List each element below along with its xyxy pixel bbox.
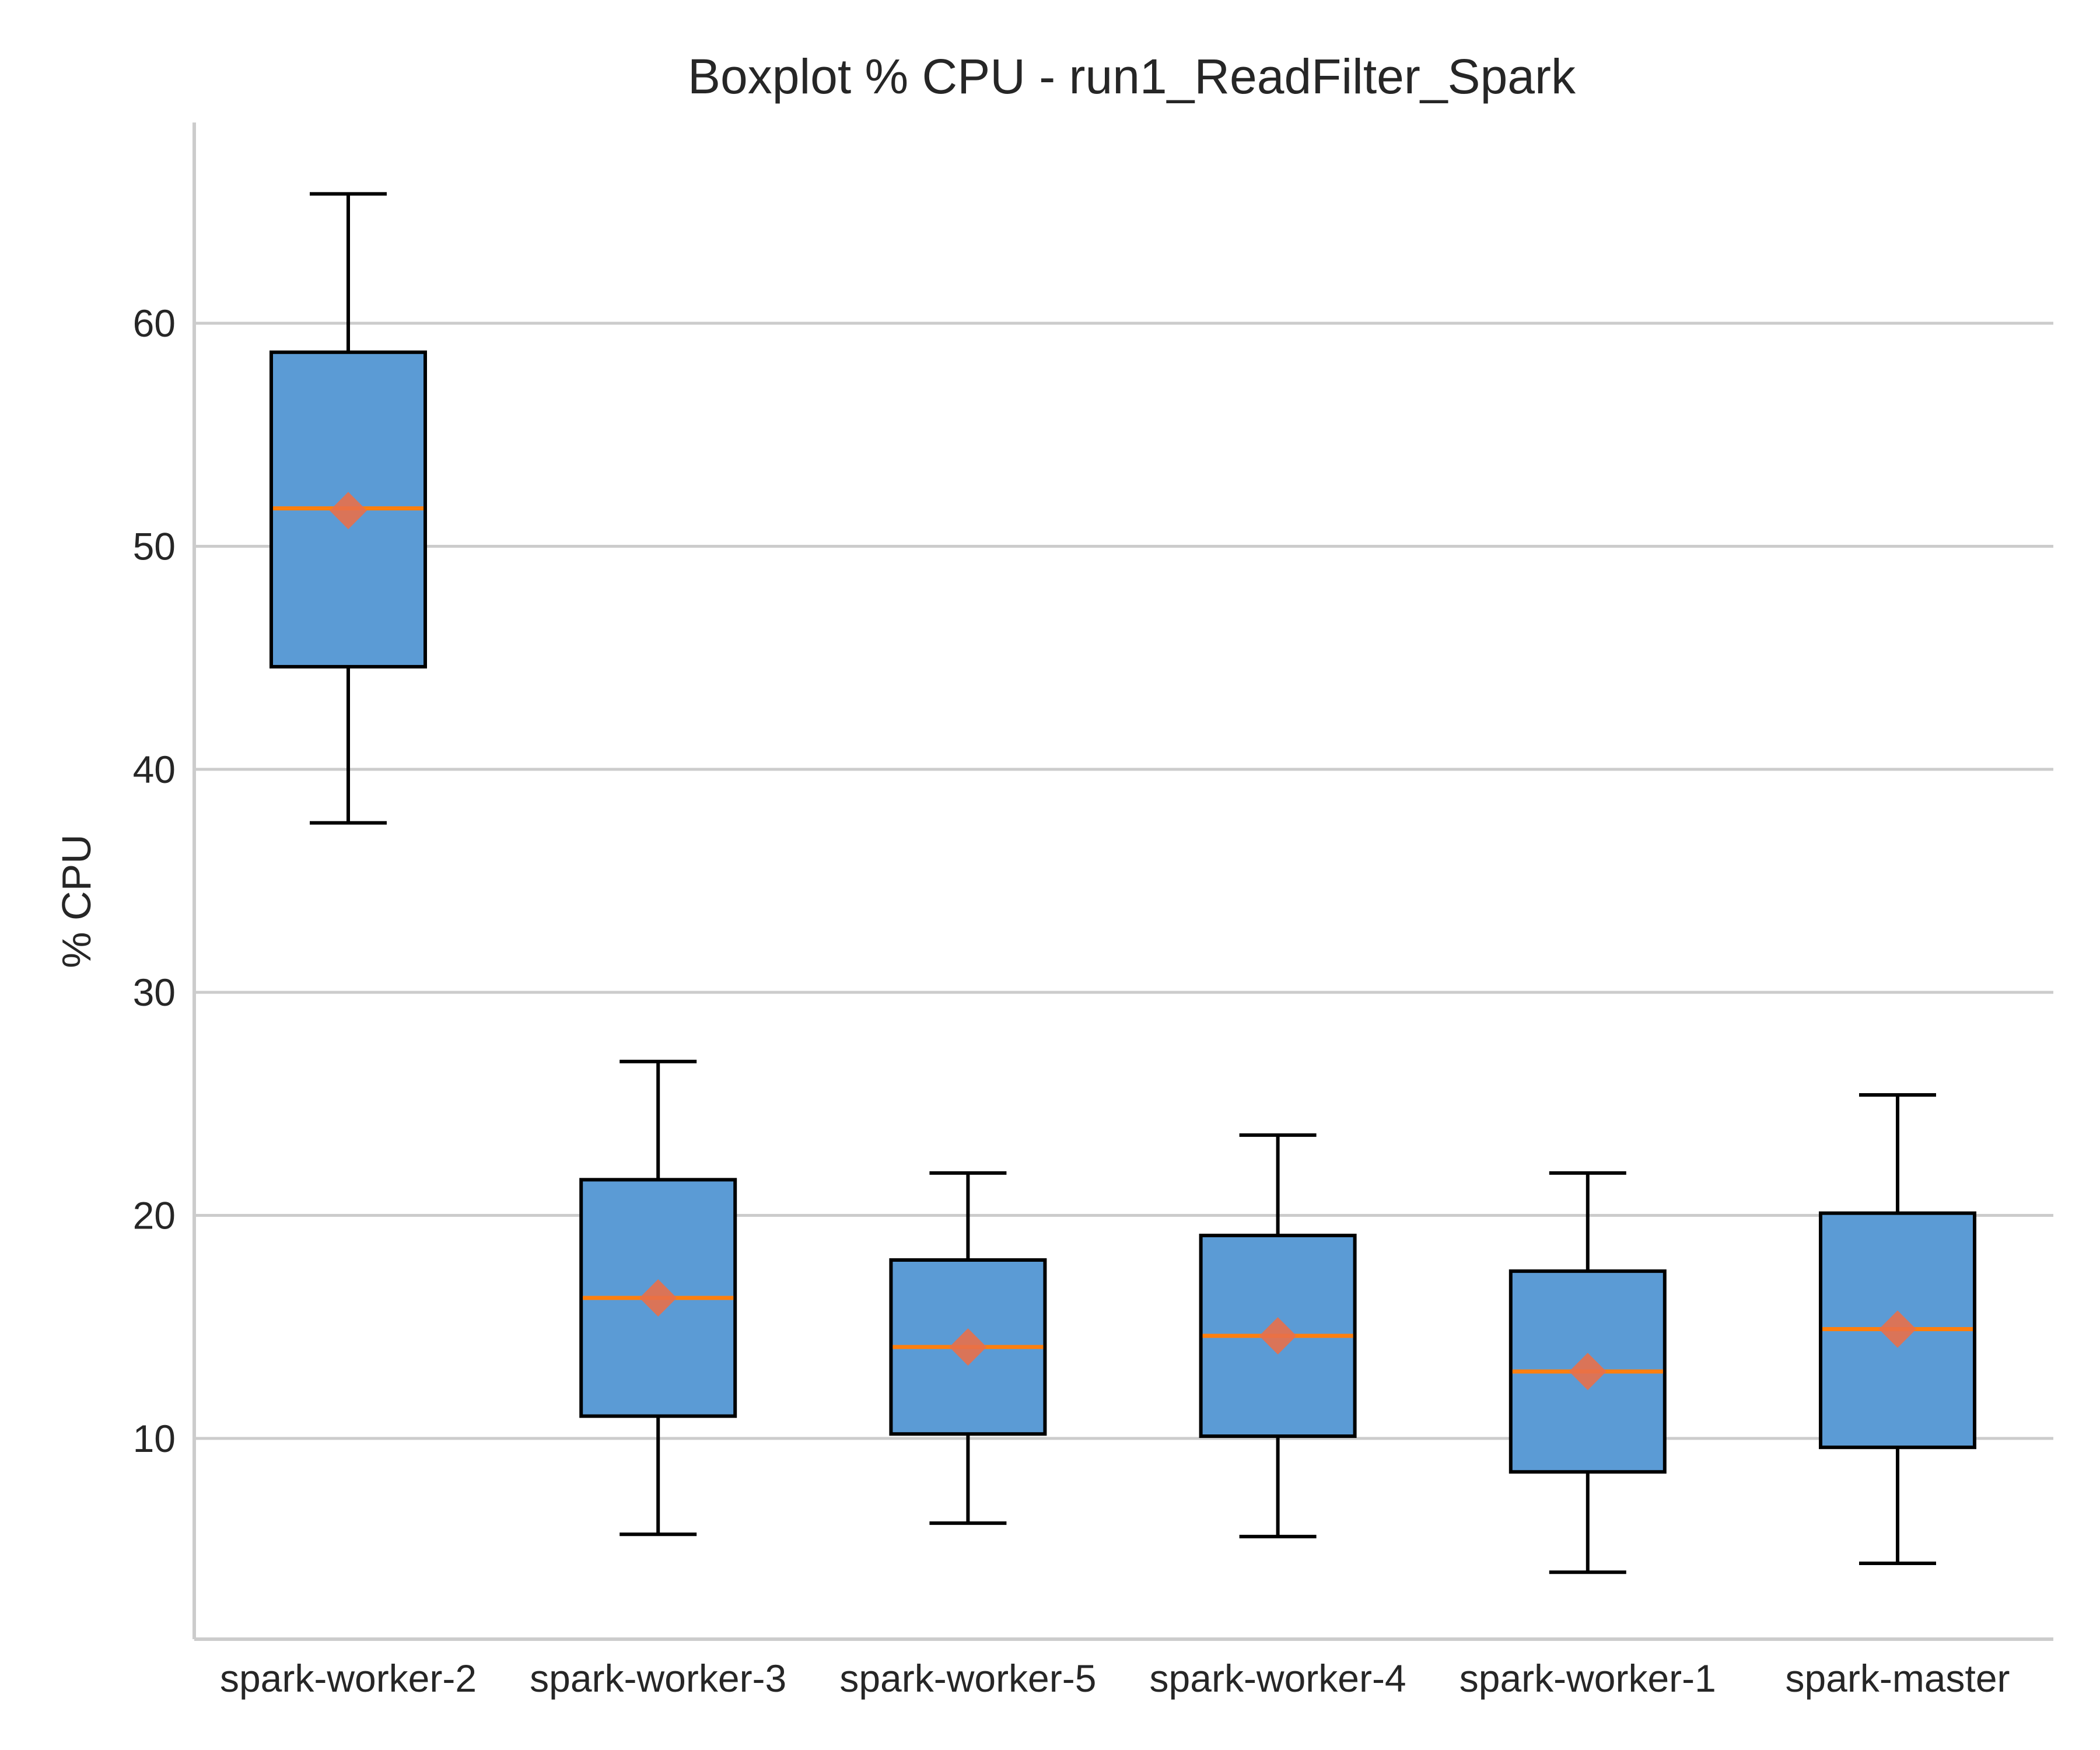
x-tick-label: spark-master	[1785, 1657, 2010, 1700]
x-tick-label: spark-worker-2	[220, 1657, 477, 1700]
box-spark-master	[1819, 1093, 1976, 1565]
y-axis-label: % CPU	[54, 834, 99, 968]
mean-marker	[330, 492, 367, 530]
y-tick-label: 20	[133, 1194, 176, 1237]
x-tick-label: spark-worker-3	[530, 1657, 786, 1700]
y-tick-label: 30	[133, 971, 176, 1014]
grid-lines	[194, 321, 2053, 1440]
y-tick-label: 60	[133, 302, 176, 345]
mean-marker	[1879, 1310, 1916, 1348]
box-spark-worker-4	[1199, 1133, 1357, 1539]
x-tick-label: spark-worker-4	[1150, 1657, 1406, 1700]
mean-marker	[639, 1279, 677, 1317]
chart-title: Boxplot % CPU - run1_ReadFilter_Spark	[688, 49, 1576, 104]
x-tick-label: spark-worker-5	[839, 1657, 1096, 1700]
mean-marker	[949, 1328, 987, 1366]
boxes	[270, 192, 1976, 1574]
mean-marker	[1259, 1317, 1297, 1354]
box-spark-worker-2	[270, 192, 427, 825]
y-tick-label: 50	[133, 524, 176, 568]
y-axis: 10 20 30 40 50 60	[133, 123, 196, 1639]
box-spark-worker-3	[579, 1059, 737, 1536]
x-axis: spark-worker-2 spark-worker-3 spark-worker…	[194, 1637, 2053, 1700]
y-tick-label: 10	[133, 1417, 176, 1460]
box-spark-worker-1	[1508, 1171, 1667, 1574]
y-tick-label: 40	[133, 748, 176, 791]
x-tick-label: spark-worker-1	[1460, 1657, 1716, 1700]
mean-marker	[1569, 1353, 1606, 1391]
box-spark-worker-5	[889, 1171, 1047, 1525]
